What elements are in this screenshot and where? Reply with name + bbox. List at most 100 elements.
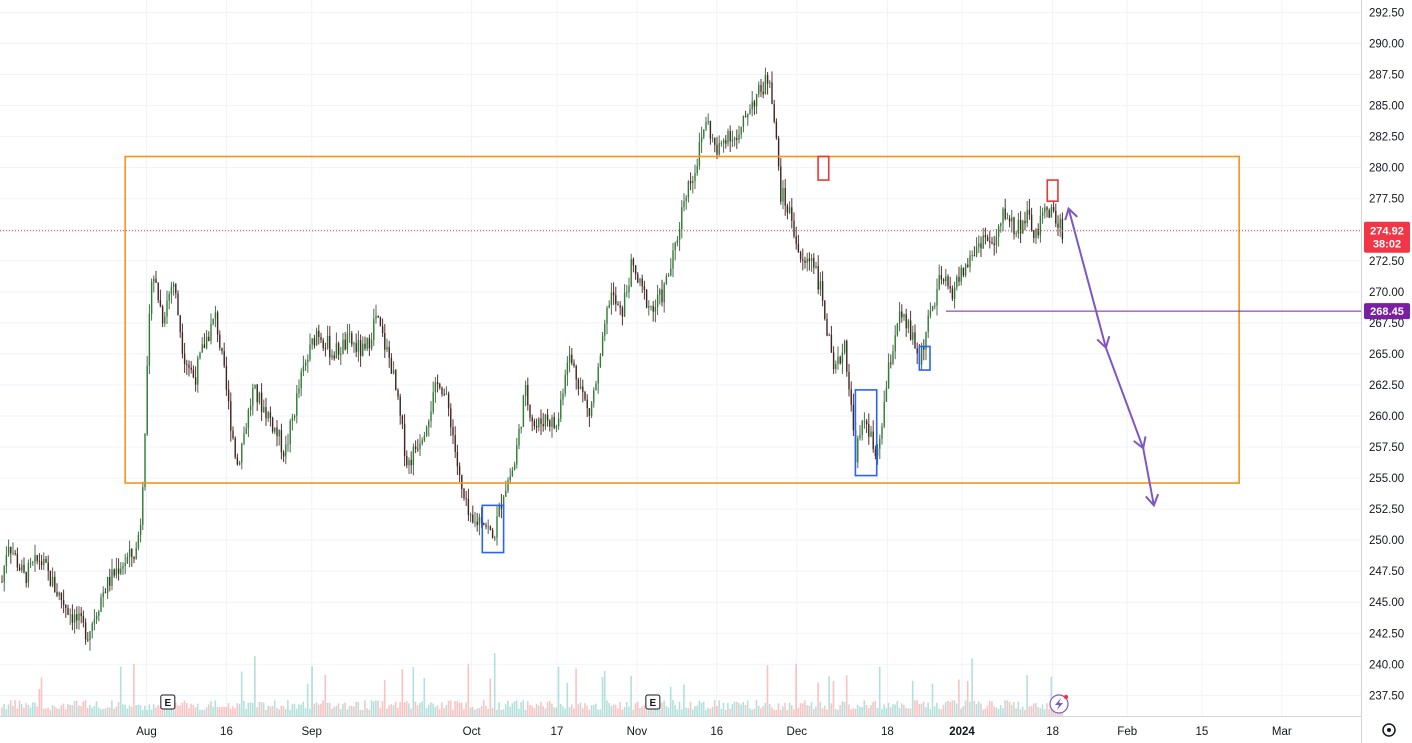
volume-bar <box>471 706 474 716</box>
volume-bar <box>487 708 489 716</box>
volume-bar <box>997 708 1000 716</box>
candle-body <box>230 401 232 431</box>
candle-body <box>956 276 958 288</box>
candle-body <box>315 330 318 346</box>
volume-bar <box>245 708 247 716</box>
volume-bar <box>678 701 681 716</box>
candle-body <box>307 359 309 363</box>
x-tick-label: Feb <box>1117 726 1137 738</box>
candle-body <box>381 326 384 334</box>
x-tick-label: Sep <box>301 726 321 738</box>
volume-bar <box>892 704 894 716</box>
candle-body <box>964 264 967 276</box>
candle-body <box>225 365 228 390</box>
volume-bar <box>381 701 384 716</box>
volume-bar <box>874 700 877 716</box>
support-box <box>481 504 505 554</box>
volume-bar <box>104 708 107 716</box>
volume-bar <box>236 703 239 716</box>
candle-body <box>291 417 294 421</box>
earnings-event-marker[interactable]: E <box>645 694 661 710</box>
candle-body <box>29 562 32 564</box>
volume-bar <box>557 666 560 716</box>
volume-bar <box>720 708 723 716</box>
candle-body <box>238 462 241 465</box>
candle-body <box>729 131 731 142</box>
candle-body <box>810 258 813 262</box>
y-tick-label: 260.00 <box>1369 411 1404 423</box>
settings-gear-icon[interactable] <box>1382 723 1396 737</box>
candle-body <box>456 451 459 467</box>
volume-bar <box>623 706 626 716</box>
candle-body <box>227 389 230 402</box>
x-tick-label: 18 <box>1046 726 1059 738</box>
candle-body <box>102 592 104 598</box>
candle-body <box>769 82 771 84</box>
lightning-icon[interactable] <box>1049 694 1069 714</box>
volume-bar <box>707 707 709 716</box>
volume-bar <box>832 680 835 716</box>
volume-bar <box>845 675 848 716</box>
candle-body <box>476 521 478 526</box>
candle-body <box>681 207 683 229</box>
candle-body <box>267 412 269 419</box>
candle-body <box>890 362 892 364</box>
candle-body <box>641 278 643 287</box>
candle-body <box>626 292 628 293</box>
candle-body <box>573 363 575 367</box>
volume-bar <box>784 702 786 716</box>
candle-body <box>687 181 690 198</box>
volume-bar <box>581 708 584 716</box>
volume-bar <box>683 684 685 716</box>
candle-body <box>670 268 672 276</box>
candle-body <box>65 604 67 608</box>
candle-body <box>775 121 778 139</box>
candle-body <box>936 289 938 306</box>
candle-body <box>575 366 577 380</box>
candle-body <box>56 592 58 596</box>
volume-bar <box>504 704 507 716</box>
volume-bar <box>687 708 690 716</box>
volume-bar <box>80 706 82 716</box>
y-tick-label: 282.50 <box>1369 132 1404 144</box>
volume-bar <box>894 704 896 716</box>
volume-bar <box>815 706 817 716</box>
volume-bar <box>392 705 395 716</box>
volume-bar <box>819 701 822 716</box>
earnings-event-marker[interactable]: E <box>160 694 176 710</box>
candle-body <box>951 288 954 299</box>
volume-bar <box>412 667 415 716</box>
volume-bar <box>986 705 989 716</box>
candle-body <box>183 353 186 365</box>
candle-body <box>1061 218 1064 240</box>
volume-bar <box>91 707 93 716</box>
volume-bar <box>735 701 738 716</box>
volume-bar <box>419 702 421 716</box>
volume-bar <box>128 705 131 716</box>
volume-bar <box>595 703 597 716</box>
candle-body <box>872 431 874 450</box>
candle-body <box>113 569 115 576</box>
volume-bar <box>377 700 379 716</box>
volume-bar <box>372 701 375 716</box>
volume-bar <box>166 706 168 716</box>
volume-bar <box>555 707 558 716</box>
candle-body <box>340 354 342 355</box>
volume-bar <box>876 708 879 716</box>
volume-bar <box>669 686 672 716</box>
candle-body <box>69 614 71 616</box>
candle-body <box>843 340 846 353</box>
y-tick-label: 245.00 <box>1369 597 1404 609</box>
candle-body <box>16 553 19 568</box>
volume-bar <box>905 708 907 716</box>
candle-body <box>485 524 487 527</box>
candle-body <box>782 187 784 202</box>
volume-bar <box>405 701 408 716</box>
candle-body <box>634 265 637 275</box>
volume-bar <box>251 702 254 716</box>
volume-bar <box>773 709 775 716</box>
volume-bar <box>977 701 980 716</box>
candle-body <box>1024 220 1026 224</box>
candle-body <box>773 104 775 122</box>
